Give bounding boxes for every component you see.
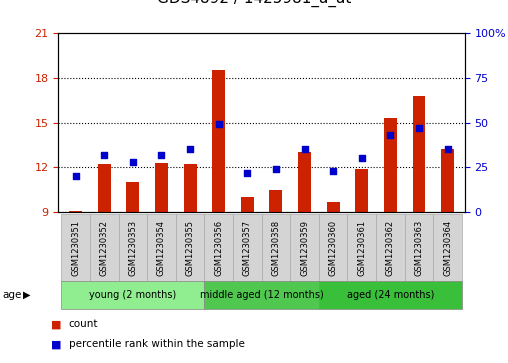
Text: GSM1230352: GSM1230352 xyxy=(100,220,109,276)
Bar xyxy=(126,183,139,212)
Bar xyxy=(90,214,118,281)
Text: young (2 months): young (2 months) xyxy=(89,290,176,300)
Text: GSM1230360: GSM1230360 xyxy=(329,220,338,276)
Point xyxy=(214,121,223,127)
Bar xyxy=(347,214,376,281)
Text: GSM1230364: GSM1230364 xyxy=(443,220,452,276)
Point xyxy=(72,174,80,179)
Point xyxy=(100,152,108,158)
Text: GSM1230359: GSM1230359 xyxy=(300,220,309,276)
Point xyxy=(329,168,337,174)
Point xyxy=(415,125,423,131)
Bar xyxy=(405,214,433,281)
Point xyxy=(443,147,452,152)
Point xyxy=(243,170,251,176)
Text: middle aged (12 months): middle aged (12 months) xyxy=(200,290,324,300)
Bar xyxy=(319,281,462,309)
Text: GSM1230358: GSM1230358 xyxy=(271,220,280,276)
Text: GSM1230362: GSM1230362 xyxy=(386,220,395,276)
Bar xyxy=(183,164,197,212)
Text: GSM1230355: GSM1230355 xyxy=(185,220,195,276)
Bar xyxy=(98,164,111,212)
Bar xyxy=(61,214,90,281)
Text: ▶: ▶ xyxy=(23,290,30,300)
Bar xyxy=(298,152,311,212)
Text: count: count xyxy=(69,319,98,330)
Bar xyxy=(155,163,168,212)
Text: GSM1230354: GSM1230354 xyxy=(157,220,166,276)
Bar xyxy=(176,214,204,281)
Bar xyxy=(262,214,290,281)
Bar xyxy=(441,150,454,212)
Text: GSM1230351: GSM1230351 xyxy=(71,220,80,276)
Bar xyxy=(433,214,462,281)
Text: GSM1230361: GSM1230361 xyxy=(357,220,366,276)
Bar xyxy=(384,118,397,212)
Bar xyxy=(204,214,233,281)
Text: GDS4892 / 1425981_a_at: GDS4892 / 1425981_a_at xyxy=(157,0,351,7)
Point xyxy=(129,159,137,165)
Bar xyxy=(61,281,204,309)
Bar xyxy=(233,214,262,281)
Text: ■: ■ xyxy=(51,339,61,350)
Bar xyxy=(269,190,282,212)
Point xyxy=(358,156,366,162)
Bar xyxy=(356,169,368,212)
Bar xyxy=(412,95,426,212)
Bar xyxy=(376,214,405,281)
Bar xyxy=(147,214,176,281)
Point xyxy=(186,147,194,152)
Point xyxy=(272,166,280,172)
Point xyxy=(387,132,395,138)
Text: percentile rank within the sample: percentile rank within the sample xyxy=(69,339,244,350)
Bar xyxy=(241,197,254,212)
Bar xyxy=(212,70,225,212)
Bar xyxy=(327,202,340,212)
Text: GSM1230356: GSM1230356 xyxy=(214,220,223,276)
Text: age: age xyxy=(3,290,22,300)
Bar xyxy=(204,281,319,309)
Point xyxy=(301,147,309,152)
Bar xyxy=(69,211,82,212)
Text: GSM1230353: GSM1230353 xyxy=(129,220,137,276)
Text: GSM1230357: GSM1230357 xyxy=(243,220,252,276)
Text: aged (24 months): aged (24 months) xyxy=(347,290,434,300)
Text: ■: ■ xyxy=(51,319,61,330)
Point xyxy=(157,152,166,158)
Text: GSM1230363: GSM1230363 xyxy=(415,220,424,276)
Bar xyxy=(290,214,319,281)
Bar xyxy=(319,214,347,281)
Bar xyxy=(118,214,147,281)
